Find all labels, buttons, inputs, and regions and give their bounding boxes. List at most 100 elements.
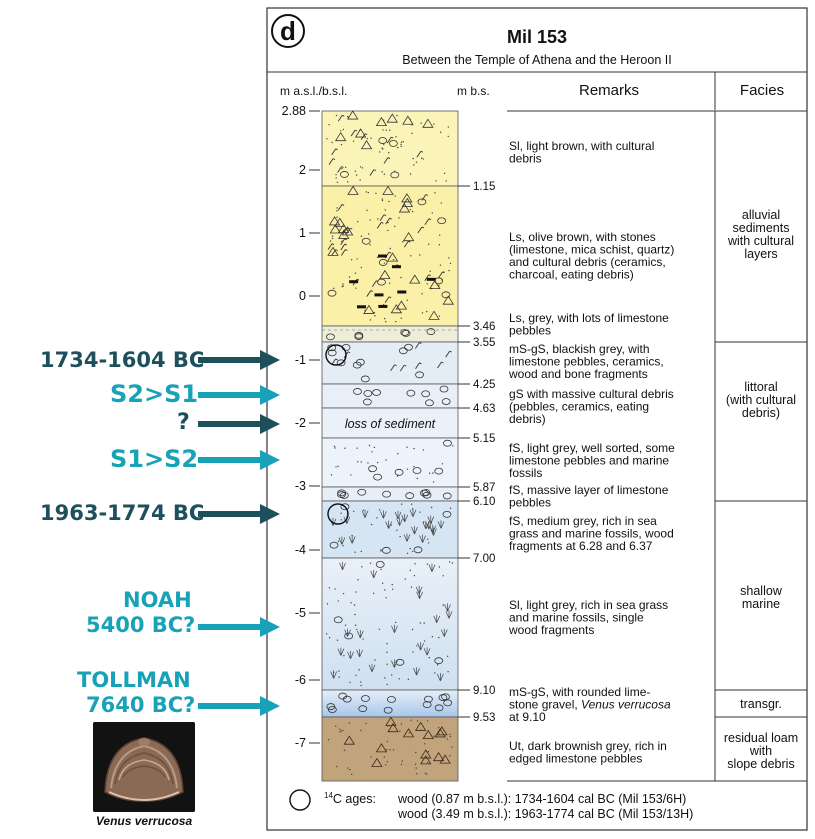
layer-sl-light-grey (321, 557, 459, 691)
elevation-tick-label: -3 (295, 479, 306, 493)
annotation-s1-s2: S1>S2 (110, 445, 199, 473)
facies-label: with cultural (727, 234, 794, 248)
remark-block: Ls, olive brown, with stones(limestone, … (509, 230, 674, 282)
core-column (321, 110, 459, 782)
annotation-arrow (198, 617, 280, 637)
facies-label: layers (744, 247, 777, 261)
remark-line: mS-gS, with rounded lime- (509, 685, 650, 699)
depth-tick-label: 7.00 (473, 553, 495, 565)
remark-span: at 9.10 (509, 710, 546, 724)
remark-line: (pebbles, ceramics, eating (509, 400, 649, 414)
layer-fs-light-grey (321, 437, 459, 488)
annotation-arrow (198, 696, 280, 716)
remark-line: debris) (509, 412, 546, 426)
remark-line: fossils (509, 466, 542, 480)
loss-of-sediment-label: loss of sediment (345, 417, 436, 431)
remark-span: Venus verrucosa (581, 698, 671, 712)
remark-line: fS, medium grey, rich in sea (509, 514, 657, 528)
elevation-tick-label: 0 (299, 289, 306, 303)
footnote-label-rest: C ages: (333, 792, 376, 806)
layer-ut-residual (321, 716, 459, 782)
radiocarbon-marker (327, 503, 349, 525)
remark-line: pebbles (509, 496, 551, 510)
layer-loss-of-sediment (321, 407, 459, 439)
annotation-arrow (198, 385, 280, 405)
depth-tick-label: 1.15 (473, 181, 495, 193)
layer-ls-grey (321, 325, 459, 343)
footnote-line-2: wood (3.49 m b.s.l.): 1963-1774 cal BC (… (397, 807, 693, 821)
layer-gs-cultural (321, 383, 459, 409)
annotation-arrow (198, 350, 280, 370)
facies-label: residual loam (724, 731, 798, 745)
remark-block: gS with massive cultural debris(pebbles,… (509, 387, 674, 426)
facies-label: alluvial (742, 208, 780, 222)
elevation-axis: 2.88 2 1 0 -1 -2 -3 -4 -5 -6 -7 (282, 104, 320, 750)
remark-line: grass and marine fossils, wood (509, 527, 674, 541)
remark-span: stone gravel, (509, 698, 581, 712)
remark-line: (limestone, mica schist, quartz) (509, 243, 674, 257)
core-texture-pattern (325, 110, 455, 776)
depth-tick-label: 5.15 (473, 433, 495, 445)
facies-label: (with cultural (726, 393, 796, 407)
elevation-tick-label: 1 (299, 226, 306, 240)
shell-caption: Venus verrucosa (95, 814, 193, 828)
shell-illustration (93, 722, 195, 812)
remark-block: mS-gS, with rounded lime-stone gravel, V… (509, 685, 671, 724)
remark-line: Ut, dark brownish grey, rich in (509, 739, 667, 753)
remark-line: fS, massive layer of limestone (509, 483, 669, 497)
layer-ms-gs-venus (321, 689, 459, 718)
layer-ls-olive-brown (321, 185, 459, 327)
remark-line: debris (509, 152, 542, 166)
annotation-s2-s1: S2>S1 (110, 380, 199, 408)
remark-line: at 9.10 (509, 710, 546, 724)
remark-line: pebbles (509, 324, 551, 338)
facies-label: slope debris (727, 757, 794, 771)
annotation-arrows (198, 350, 280, 716)
layer-fs-limestone (321, 486, 459, 502)
remark-span: mS-gS, with rounded lime- (509, 685, 650, 699)
remark-line: gS with massive cultural debris (509, 387, 674, 401)
page-title: Mil 153 (507, 27, 567, 47)
remark-line: Ls, grey, with lots of limestone (509, 311, 669, 325)
annotation-noah-date: 5400 BC? (86, 613, 196, 637)
depth-tick-label: 4.63 (473, 403, 495, 415)
depth-tick-label: 9.53 (473, 712, 495, 724)
annotation-arrow (198, 504, 280, 524)
annotation-noah: NOAH (123, 588, 192, 612)
remark-line: and marine fossils, single (509, 611, 644, 625)
depth-tick-label: 4.25 (473, 379, 495, 391)
footnote-label: 14C ages: (324, 791, 376, 806)
elevation-tick-label: -5 (295, 606, 306, 620)
elevation-tick-label: -1 (295, 353, 306, 367)
remark-line: mS-gS, blackish grey, with (509, 342, 650, 356)
radiocarbon-marker (325, 344, 347, 366)
remark-line: edged limestone pebbles (509, 752, 642, 766)
annotation-1734-bc: 1734-1604 BC (40, 348, 205, 372)
facies-label: debris) (742, 406, 780, 420)
annotation-tollman-date: 7640 BC? (86, 693, 196, 717)
footnote-label-sup: 14 (324, 791, 333, 800)
panel-letter-circle (271, 14, 305, 48)
remark-line: Sl, light brown, with cultural (509, 139, 654, 153)
annotation-arrow (198, 414, 280, 434)
annotation-1963-bc: 1963-1774 BC (40, 501, 205, 525)
facies-label: with (749, 744, 772, 758)
facies-label: marine (742, 597, 780, 611)
depth-tick-label: 5.87 (473, 482, 495, 494)
annotation-arrow (198, 450, 280, 470)
elevation-tick-label: -7 (295, 736, 306, 750)
remark-line: fS, light grey, well sorted, some (509, 441, 675, 455)
venus-verrucosa-photo (93, 722, 195, 812)
remark-line: fragments at 6.28 and 6.37 (509, 539, 653, 553)
col-mid-header: m b.s. (457, 84, 490, 98)
